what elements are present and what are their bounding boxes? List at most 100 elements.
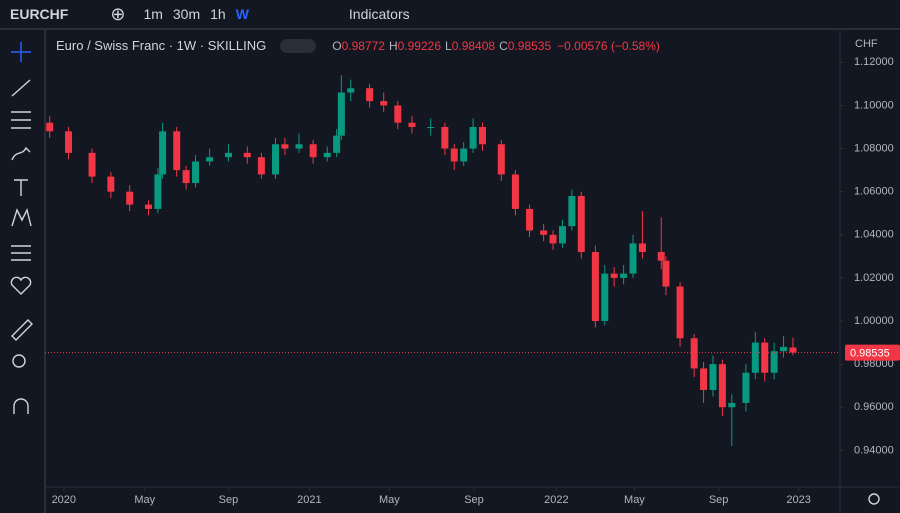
- candle-body: [549, 234, 557, 244]
- candle-body: [173, 131, 181, 171]
- candle-body: [427, 127, 435, 129]
- candle-body: [751, 342, 759, 373]
- candle-body: [469, 127, 477, 149]
- x-tick-label: Sep: [219, 494, 239, 506]
- last-price-label: 0.98535: [850, 348, 890, 360]
- change-value: −0.00576 (−0.58%): [557, 38, 660, 53]
- candle-body: [718, 364, 726, 408]
- candle-body: [662, 260, 670, 287]
- candle-body: [577, 195, 585, 253]
- candle-body: [761, 342, 769, 373]
- y-tick-label: 1.02000: [854, 272, 894, 284]
- candle-body: [690, 338, 698, 369]
- candle-body: [700, 368, 708, 390]
- settings-icon[interactable]: [868, 493, 880, 505]
- interval-button[interactable]: 1m: [143, 6, 163, 22]
- candle-body: [337, 92, 345, 136]
- y-tick-label: 0.98000: [854, 358, 894, 370]
- candle-body: [46, 122, 54, 132]
- candle-body: [333, 135, 341, 153]
- currency-label: CHF: [855, 38, 878, 50]
- chart-title: Euro / Swiss Franc · 1W · SKILLING: [56, 38, 267, 53]
- candle-body: [638, 243, 646, 253]
- candle-body: [380, 101, 388, 106]
- trendline-tool[interactable]: [11, 79, 31, 97]
- candle-body: [394, 105, 402, 123]
- candle-body: [126, 191, 134, 205]
- y-tick-label: 1.12000: [854, 56, 894, 68]
- candle-body: [742, 372, 750, 403]
- x-tick-label: 2022: [544, 494, 568, 506]
- candle-body: [295, 144, 303, 149]
- magnet-tool[interactable]: [13, 398, 29, 414]
- y-tick-label: 1.06000: [854, 186, 894, 198]
- high-label: H: [388, 38, 398, 53]
- legend: Euro / Swiss Franc · 1W · SKILLING O 0.98…: [56, 38, 660, 53]
- interval-button[interactable]: 30m: [172, 6, 201, 22]
- interval-button[interactable]: W: [235, 6, 249, 22]
- candle-body: [309, 144, 317, 158]
- x-tick-label: Sep: [709, 494, 729, 506]
- candle-body: [591, 252, 599, 322]
- y-tick-label: 0.94000: [854, 444, 894, 456]
- candle-body: [511, 174, 519, 209]
- candle-body: [709, 364, 717, 390]
- open-value: 0.98772: [341, 38, 385, 53]
- fib-tool[interactable]: [11, 111, 31, 129]
- candle-body: [88, 152, 96, 177]
- candle-body: [610, 273, 618, 278]
- ruler-tool[interactable]: [11, 319, 33, 341]
- candle-body: [620, 273, 628, 278]
- candle-body: [347, 88, 355, 93]
- prediction-tool[interactable]: [11, 245, 31, 261]
- symbol[interactable]: EURCHF: [10, 6, 69, 22]
- candle-body: [629, 243, 637, 274]
- pattern-tool[interactable]: [11, 207, 32, 227]
- x-tick-label: May: [624, 494, 645, 506]
- candle-body: [257, 157, 265, 175]
- brush-tool[interactable]: [11, 146, 31, 161]
- last-price-box: [845, 344, 900, 361]
- candle-body: [206, 157, 214, 162]
- close-value: 0.98535: [507, 38, 552, 53]
- candle-body: [281, 144, 289, 149]
- candle-body: [478, 127, 486, 145]
- candle-body: [568, 195, 576, 227]
- interval-button[interactable]: 1h: [210, 6, 226, 22]
- candle-body: [441, 127, 449, 149]
- text-tool[interactable]: [14, 179, 28, 196]
- x-tick-label: 2020: [52, 494, 76, 506]
- y-tick-label: 1.00000: [854, 315, 894, 327]
- top-toolbar: EURCHF ⊕ 1m 30m 1h W Indicators: [0, 0, 900, 30]
- zoom-tool[interactable]: [12, 354, 26, 368]
- candle-body: [450, 148, 458, 162]
- low-value: 0.98408: [451, 38, 496, 53]
- candle-body: [243, 152, 251, 158]
- x-tick-label: Sep: [464, 494, 484, 506]
- crosshair-tool[interactable]: [11, 42, 31, 62]
- candle-body: [408, 122, 416, 128]
- candle-body: [224, 152, 232, 158]
- status-badge: [280, 38, 317, 53]
- x-tick-label: May: [379, 494, 400, 506]
- low-label: L: [445, 38, 452, 53]
- candle-body: [601, 273, 609, 322]
- candle-body: [540, 230, 548, 235]
- y-tick-label: 0.96000: [854, 401, 894, 413]
- candle-body: [558, 226, 566, 244]
- x-tick-label: 2023: [786, 494, 810, 506]
- candle-body: [366, 88, 374, 102]
- close-label: C: [499, 38, 508, 53]
- candle-body: [780, 346, 788, 352]
- y-tick-label: 1.08000: [854, 142, 894, 154]
- candle-body: [657, 252, 665, 261]
- indicators-button[interactable]: Indicators: [348, 6, 410, 22]
- candle-body: [272, 144, 280, 175]
- high-value: 0.99226: [397, 38, 442, 53]
- candle-body: [526, 208, 534, 231]
- add-symbol[interactable]: ⊕: [110, 3, 126, 24]
- favorites-tool[interactable]: [10, 276, 32, 295]
- open-label: O: [332, 38, 342, 53]
- candle-body: [497, 144, 505, 175]
